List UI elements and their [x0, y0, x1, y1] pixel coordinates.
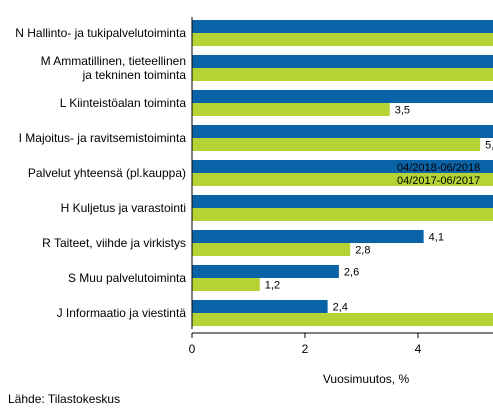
legend-label-current: 04/2018-06/2018 [397, 162, 480, 174]
legend-label-previous: 04/2017-06/2017 [397, 175, 480, 187]
x-tick-label-4: 4 [415, 342, 422, 356]
bar-previous-4 [192, 173, 493, 186]
bar-previous-3 [192, 138, 481, 151]
category-label-3: I Majoitus- ja ravitsemistoiminta [19, 131, 187, 145]
bar-previous-0 [192, 33, 493, 46]
category-label-1-line-0: M Ammatillinen, tieteellinen [41, 54, 186, 68]
legend-swatch-current [385, 163, 393, 171]
category-label-8: J Informaatio ja viestintä [57, 306, 187, 320]
bar-previous-6 [192, 243, 351, 256]
category-label-5: H Kuljetus ja varastointi [61, 201, 186, 215]
value-label-previous-3: 5,1 [485, 140, 493, 152]
bar-current-3 [192, 125, 493, 138]
bar-previous-5 [192, 208, 493, 221]
bar-current-5 [192, 195, 493, 208]
x-axis-title: Vuosimuutos, % [323, 372, 410, 386]
x-axis: 02468 [189, 17, 493, 356]
bar-current-2 [192, 90, 493, 103]
bar-current-4 [192, 160, 493, 173]
value-label-previous-2: 3,5 [395, 105, 410, 117]
value-label-current-8: 2,4 [333, 302, 348, 314]
value-label-previous-7: 1,2 [265, 280, 280, 292]
bar-previous-2 [192, 103, 390, 116]
value-label-current-6: 4,1 [429, 232, 444, 244]
bar-current-7 [192, 265, 339, 278]
category-labels-layer: N Hallinto- ja tukipalvelutoiminta M Amma… [15, 26, 186, 320]
category-label-7: S Muu palvelutoiminta [68, 271, 186, 285]
bar-previous-7 [192, 278, 260, 291]
bars-layer [192, 20, 493, 326]
source-note: Lähde: Tilastokeskus [8, 392, 121, 406]
category-label-1-line-1: ja tekninen toiminta [82, 68, 187, 82]
bar-current-6 [192, 230, 424, 243]
x-tick-label-2: 2 [302, 342, 309, 356]
value-label-current-7: 2,6 [344, 267, 359, 279]
category-label-4: Palvelut yhteensä (pl.kauppa) [28, 166, 186, 180]
x-tick-label-0: 0 [189, 342, 196, 356]
bar-current-0 [192, 20, 493, 33]
value-label-previous-6: 2,8 [355, 245, 370, 257]
category-label-0: N Hallinto- ja tukipalvelutoiminta [15, 26, 186, 40]
category-label-2: L Kiinteistöalan toiminta [60, 96, 187, 110]
value-labels-layer: 9,36,77,66,67,03,56,45,15,75,65,65,84,12… [265, 105, 493, 314]
legend-swatch-previous [385, 176, 393, 184]
category-label-6: R Taiteet, viihde ja virkistys [42, 236, 186, 250]
bar-previous-1 [192, 68, 493, 81]
bar-previous-8 [192, 313, 493, 326]
bar-current-8 [192, 300, 328, 313]
bar-current-1 [192, 55, 493, 68]
